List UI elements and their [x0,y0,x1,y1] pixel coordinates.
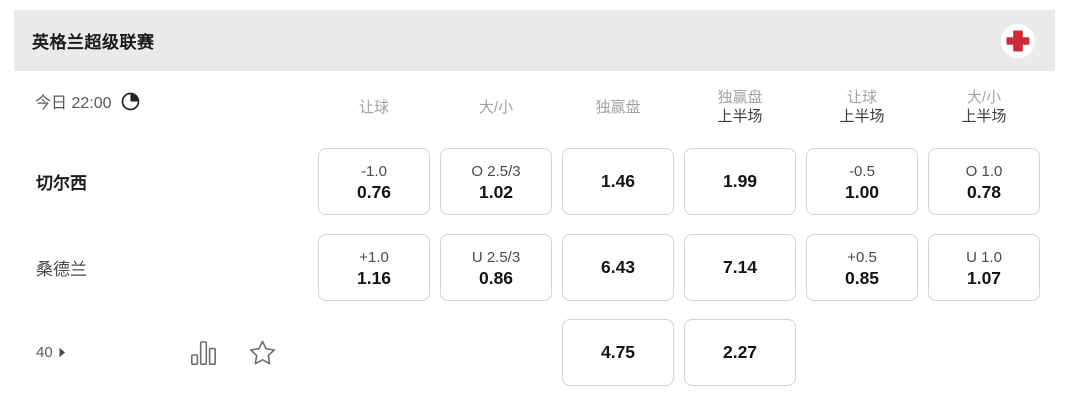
more-markets-count: 40 [36,344,53,361]
pie-clock-icon [121,92,140,111]
odds-away-moneyline[interactable]: 6.43 [562,234,674,301]
column-header-over-under-1h: 大/小 上半场 [961,89,1007,125]
odds-table: 今日 22:00 让球 大/小 独赢盘 独赢盘 上半场 让球 上半 [14,71,1055,386]
red-cross-icon [1005,28,1031,54]
bar-chart-icon [190,340,217,366]
column-header-over-under: 大/小 [478,98,514,116]
favorite-button[interactable] [248,339,277,367]
star-icon [248,339,277,367]
home-team-name: 切尔西 [36,174,87,193]
odds-away-handicap-1h[interactable]: +0.5 0.85 [806,234,918,301]
odds-away-moneyline-1h[interactable]: 7.14 [684,234,796,301]
odds-home-handicap[interactable]: -1.0 0.76 [318,148,430,215]
odds-home-over-under-1h[interactable]: O 1.0 0.78 [928,148,1040,215]
odds-draw-moneyline[interactable]: 4.75 [562,319,674,386]
column-header-row: 今日 22:00 让球 大/小 独赢盘 独赢盘 上半场 让球 上半 [14,71,1055,140]
caret-right-icon [58,347,66,358]
odds-draw-moneyline-1h[interactable]: 2.27 [684,319,796,386]
odds-away-handicap[interactable]: +1.0 1.16 [318,234,430,301]
odds-away-over-under-1h[interactable]: U 1.0 1.07 [928,234,1040,301]
away-team-row: 桑德兰 +1.0 1.16 U 2.5/3 0.86 6.43 7.14 +0.… [14,234,1055,301]
match-time-cell: 今日 22:00 [14,85,308,113]
add-match-button[interactable] [1001,23,1035,58]
column-header-moneyline-1h: 独赢盘 上半场 [717,89,763,125]
more-markets-button[interactable]: 40 [36,344,66,361]
odds-home-moneyline-1h[interactable]: 1.99 [684,148,796,215]
odds-away-over-under[interactable]: U 2.5/3 0.86 [440,234,552,301]
column-header-handicap-1h: 让球 上半场 [839,89,885,125]
column-header-handicap: 让球 [358,98,389,116]
column-header-moneyline: 独赢盘 [595,98,641,116]
match-actions: 40 [14,319,308,386]
odds-home-over-under[interactable]: O 2.5/3 1.02 [440,148,552,215]
match-time: 今日 22:00 [35,95,112,112]
odds-home-moneyline[interactable]: 1.46 [562,148,674,215]
away-team-name: 桑德兰 [36,260,87,279]
odds-home-handicap-1h[interactable]: -0.5 1.00 [806,148,918,215]
stats-button[interactable] [190,340,217,366]
league-header: 英格兰超级联赛 [14,10,1055,71]
home-team-row: 切尔西 -1.0 0.76 O 2.5/3 1.02 1.46 1.99 -0.… [14,148,1055,215]
draw-row: 40 [14,319,1055,386]
league-title: 英格兰超级联赛 [32,33,155,52]
